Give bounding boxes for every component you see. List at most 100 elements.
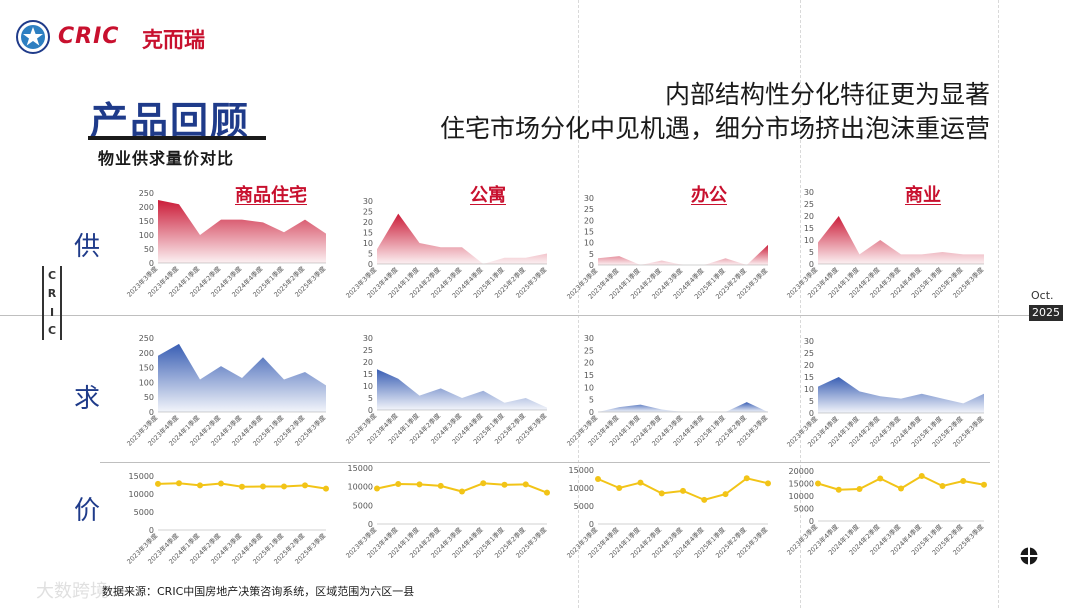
- guide-line: [998, 0, 999, 608]
- series-area: [158, 343, 326, 412]
- y-tick-label: 0: [149, 259, 154, 268]
- chart-price-commercial: 050001000015000200002023年3季度2023年4季度2024…: [785, 467, 987, 557]
- y-tick-label: 30: [804, 188, 814, 197]
- headline-line-2: 住宅市场分化中见机遇，细分市场挤出泡沫重运营: [439, 114, 990, 143]
- chart-price-office: 0500010000150002023年3季度2023年4季度2024年1季度2…: [565, 466, 771, 560]
- data-point: [480, 480, 487, 487]
- y-tick-label: 0: [149, 408, 154, 417]
- y-tick-label: 5000: [574, 502, 594, 511]
- y-tick-label: 10: [363, 239, 373, 248]
- y-tick-label: 200: [139, 203, 154, 212]
- title-underline: [88, 136, 266, 140]
- y-tick-label: 10: [804, 236, 814, 245]
- chart-supply-residential: 0501001502002502023年3季度2023年4季度2024年1季度2…: [125, 189, 328, 299]
- data-point: [176, 480, 182, 487]
- chart-price-apartment: 0500010000150002023年3季度2023年4季度2024年1季度2…: [344, 464, 550, 560]
- y-tick-label: 25: [584, 205, 594, 214]
- y-tick-label: 5: [368, 250, 373, 259]
- data-point: [197, 482, 203, 489]
- y-tick-label: 30: [363, 197, 373, 206]
- chart-supply-apartment: 0510152025302023年3季度2023年4季度2024年1季度2024…: [344, 197, 549, 300]
- data-point: [918, 473, 925, 479]
- data-point: [680, 487, 686, 494]
- y-tick-label: 5000: [794, 505, 814, 514]
- y-tick-label: 20000: [789, 467, 814, 476]
- y-tick-label: 250: [139, 334, 154, 343]
- y-tick-label: 0: [809, 409, 814, 418]
- y-tick-label: 25: [804, 200, 814, 209]
- y-tick-label: 5000: [353, 501, 373, 510]
- series-area: [158, 200, 326, 263]
- series-area: [377, 213, 547, 264]
- chart-supply-office: 0510152025302023年3季度2023年4季度2024年1季度2024…: [565, 194, 770, 301]
- y-tick-label: 5: [809, 397, 814, 406]
- y-tick-label: 150: [139, 217, 154, 226]
- data-point: [658, 490, 665, 497]
- data-point: [416, 481, 423, 488]
- y-tick-label: 50: [144, 245, 154, 254]
- data-point: [522, 481, 529, 488]
- y-tick-label: 0: [368, 260, 373, 269]
- y-tick-label: 10000: [348, 483, 373, 492]
- data-point: [637, 479, 644, 486]
- data-point: [218, 480, 224, 487]
- y-tick-label: 10: [584, 239, 594, 248]
- data-point: [155, 480, 161, 487]
- crosshair-icon: [1020, 547, 1038, 565]
- y-tick-label: 30: [804, 337, 814, 346]
- series-area: [598, 402, 768, 412]
- y-tick-label: 20: [584, 216, 594, 225]
- section-title: 产品回顾: [90, 99, 251, 143]
- data-point: [898, 485, 904, 492]
- data-point: [323, 485, 329, 492]
- cric-letter: C: [47, 324, 57, 338]
- y-tick-label: 0: [809, 517, 814, 526]
- data-point: [856, 486, 863, 492]
- series-area: [598, 244, 768, 265]
- data-point: [835, 486, 842, 493]
- watermark-text: 大数跨境: [36, 581, 108, 602]
- cric-vertical-mark: C R I C: [42, 266, 62, 340]
- chart-price-residential: 0500010000150002023年3季度2023年4季度2024年1季度2…: [125, 472, 329, 566]
- y-tick-label: 20: [363, 358, 373, 367]
- data-point: [722, 491, 729, 498]
- data-point: [302, 482, 308, 489]
- y-tick-label: 5: [589, 250, 594, 259]
- y-tick-label: 15: [584, 371, 594, 380]
- y-tick-label: 25: [804, 349, 814, 358]
- category-title-apartment: 公寓: [470, 185, 506, 206]
- chart-demand-office: 0510152025302023年3季度2023年4季度2024年1季度2024…: [565, 334, 770, 448]
- y-tick-label: 200: [139, 349, 154, 358]
- year-badge: 2025: [1029, 305, 1063, 321]
- y-tick-label: 15: [804, 224, 814, 233]
- y-tick-label: 5: [809, 248, 814, 257]
- data-point: [616, 485, 623, 491]
- y-tick-label: 20: [363, 218, 373, 227]
- chart-demand-residential: 0501001502002502023年3季度2023年4季度2024年1季度2…: [125, 334, 328, 448]
- y-tick-label: 5000: [134, 508, 154, 517]
- row-divider: [100, 462, 990, 463]
- cric-logo-icon: [16, 20, 50, 54]
- y-tick-label: 0: [368, 520, 373, 529]
- y-tick-label: 0: [809, 260, 814, 269]
- guide-line: [800, 0, 801, 608]
- data-point: [765, 480, 771, 487]
- y-tick-label: 10: [804, 385, 814, 394]
- section-subtitle: 物业供求量价对比: [98, 149, 235, 168]
- brand-name: CRIC: [58, 24, 120, 49]
- data-point: [701, 496, 708, 503]
- data-point: [877, 475, 884, 482]
- series-area: [818, 216, 984, 264]
- y-tick-label: 25: [363, 346, 373, 355]
- data-point: [281, 483, 287, 490]
- y-tick-label: 15: [363, 229, 373, 238]
- guide-line: [578, 0, 579, 608]
- chart-demand-commercial: 0510152025302023年3季度2023年4季度2024年1季度2024…: [785, 337, 986, 449]
- y-tick-label: 0: [149, 526, 154, 535]
- data-point: [437, 482, 444, 489]
- y-tick-label: 10000: [129, 490, 154, 499]
- cric-letter: I: [49, 305, 55, 319]
- data-point: [501, 481, 508, 488]
- row-label-demand: 求: [74, 384, 101, 414]
- row-divider: [0, 315, 1030, 316]
